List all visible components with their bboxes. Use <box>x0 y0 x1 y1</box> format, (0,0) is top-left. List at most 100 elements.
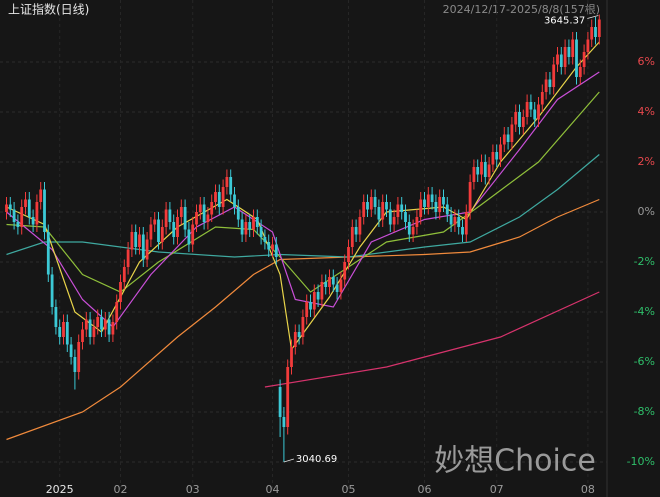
x-tick-label: 08 <box>581 483 595 496</box>
y-tick-label: 2% <box>638 155 655 168</box>
candle-body <box>50 274 54 307</box>
candle-body <box>328 277 331 287</box>
x-tick-label: 2025 <box>46 483 74 496</box>
candle-body <box>499 144 502 160</box>
candle-body <box>84 319 88 330</box>
candle-body <box>548 79 552 87</box>
x-tick-label: 04 <box>266 483 280 496</box>
candle-body <box>552 64 556 87</box>
candle-body <box>35 202 39 225</box>
candle-body <box>563 47 567 67</box>
candle-body <box>575 39 578 77</box>
candle-body <box>81 329 84 342</box>
candle-body <box>39 189 43 202</box>
candle-body <box>525 102 529 117</box>
candle-body <box>88 319 92 337</box>
candle-body <box>24 199 27 207</box>
candle-body <box>290 347 293 367</box>
candle-body <box>594 27 597 37</box>
candle-body <box>533 109 537 120</box>
candle-body <box>31 217 35 225</box>
candle-body <box>297 332 301 337</box>
candle-body <box>320 282 324 300</box>
candle-body <box>347 247 350 262</box>
candle-body <box>141 234 145 260</box>
y-tick-label: -2% <box>634 255 655 268</box>
candle-body <box>16 222 20 227</box>
candle-body <box>556 54 559 65</box>
candle-body <box>396 204 400 217</box>
candle-body <box>369 197 373 210</box>
candle-body <box>430 194 434 202</box>
candle-body <box>145 239 149 260</box>
candle-body <box>426 194 430 207</box>
candle-body <box>449 214 453 225</box>
candle-body <box>236 207 240 220</box>
x-tick-label: 02 <box>114 483 128 496</box>
x-tick-label: 06 <box>418 483 432 496</box>
candle-body <box>567 47 571 57</box>
candle-body <box>119 282 122 302</box>
candle-body <box>206 214 210 222</box>
candle-body <box>282 417 286 427</box>
candle-body <box>244 222 248 235</box>
moving-average-line <box>6 91 600 293</box>
candle-body <box>316 292 320 300</box>
candle-body <box>442 197 445 205</box>
y-tick-label: -4% <box>634 305 655 318</box>
chart-title: 上证指数(日线) <box>8 2 89 17</box>
candle-body <box>312 292 316 310</box>
candle-body <box>149 224 153 240</box>
candle-body <box>366 202 369 210</box>
candle-body <box>590 27 594 40</box>
candle-body <box>65 322 69 345</box>
candle-body <box>217 192 221 207</box>
candle-body <box>115 302 119 322</box>
candle-body <box>506 134 510 142</box>
chart-subtitle: 2024/12/17-2025/8/8(157根) <box>443 2 600 16</box>
x-tick-label: 03 <box>186 483 200 496</box>
candle-body <box>73 357 77 372</box>
moving-average-line <box>6 198 600 441</box>
candle-body <box>77 342 81 372</box>
y-tick-label: -6% <box>634 355 655 368</box>
candle-body <box>385 202 388 210</box>
candle-body <box>544 79 548 92</box>
candle-body <box>157 219 160 242</box>
candle-body <box>274 244 278 257</box>
candle-body <box>339 279 343 292</box>
candle-body <box>309 302 312 310</box>
candle-body <box>202 204 206 222</box>
annotation-leader <box>587 15 599 19</box>
candle-body <box>491 152 495 165</box>
candle-body <box>187 229 191 245</box>
candle-body <box>476 167 480 175</box>
candle-body <box>415 217 419 227</box>
y-tick-label: -10% <box>627 455 655 468</box>
candle-body <box>502 134 506 145</box>
annotation: 3040.69 <box>296 454 337 465</box>
candle-body <box>126 249 130 267</box>
candle-body <box>58 327 62 337</box>
candle-body <box>278 387 282 417</box>
candle-body <box>445 204 449 215</box>
candle-body <box>271 244 274 250</box>
candle-body <box>521 117 525 127</box>
candle-body <box>103 319 107 330</box>
x-tick-label: 07 <box>490 483 504 496</box>
candle-body <box>210 202 214 215</box>
candle-body <box>350 227 354 247</box>
candle-body <box>233 194 236 207</box>
candle-body <box>172 222 176 237</box>
candle-body <box>168 209 172 222</box>
candle-body <box>514 112 518 125</box>
candle-body <box>259 227 263 237</box>
candle-body <box>263 237 267 242</box>
candle-body <box>354 227 358 235</box>
candle-body <box>240 219 244 235</box>
candle-body <box>160 227 164 242</box>
candle-body <box>457 217 461 227</box>
